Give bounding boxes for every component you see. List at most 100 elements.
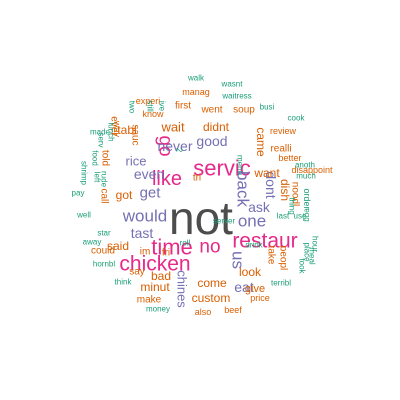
word-roll: roll (180, 239, 191, 248)
word-price: price (250, 293, 270, 303)
word-tabl: tabl (117, 123, 136, 137)
word-want: want (253, 166, 280, 180)
word-told: told (100, 150, 111, 166)
word-manag: manag (182, 87, 210, 97)
word-went: went (200, 105, 222, 116)
word-dont: dont (263, 171, 279, 198)
word-lunch: lunch (107, 122, 116, 141)
word-terribl: terribl (271, 279, 291, 288)
word-came: came (254, 127, 268, 157)
word-thing: thing (288, 197, 297, 214)
word-cook: cook (288, 114, 306, 123)
word-rude: rude (100, 171, 109, 188)
word-much: much (296, 172, 316, 181)
word-chines: chines (175, 270, 190, 308)
word-made: made (90, 128, 111, 137)
word-one: one (238, 212, 266, 231)
word-minut: minut (140, 280, 170, 294)
word-2: 2 (175, 148, 184, 153)
word-think: think (115, 278, 133, 287)
word-still: still (146, 100, 155, 112)
word-like: like (152, 168, 182, 190)
word-ive: ive (158, 101, 167, 112)
word-way: way (112, 120, 122, 138)
word-could: could (91, 246, 115, 257)
word-would: would (122, 207, 167, 226)
word-waitress: waitress (221, 92, 251, 101)
word-disappoint: disappoint (291, 165, 333, 175)
word-soup: soup (233, 105, 255, 116)
word-come: come (197, 276, 227, 290)
word-beef: beef (224, 305, 242, 315)
word-custom: custom (192, 291, 231, 305)
word-busi: busi (260, 103, 275, 112)
word-take: take (266, 246, 277, 265)
word-said: said (107, 239, 129, 253)
word-not: not (169, 192, 233, 244)
word-menu: menu (236, 155, 245, 175)
word-ask: ask (248, 199, 271, 215)
word-go: go (155, 135, 176, 156)
word-hornbl: hornbl (93, 260, 115, 269)
word-money: money (146, 305, 170, 314)
word-meal: meal (308, 247, 317, 265)
word-eat: eat (234, 279, 254, 295)
word-noodl: noodl (290, 182, 301, 206)
word-sauc: sauc (130, 124, 141, 145)
word-never: never (157, 138, 192, 154)
word-got: got (116, 188, 133, 202)
word-good: good (196, 133, 227, 149)
word-look: look (239, 265, 262, 279)
word-review: review (270, 126, 297, 136)
word-experi: experi (136, 96, 161, 106)
word-didnt: didnt (203, 120, 230, 134)
word-know: know (142, 109, 164, 119)
word-first: first (175, 101, 191, 112)
word-server: server (213, 217, 236, 226)
word-no: no (199, 237, 220, 258)
word-fri: fri (162, 248, 170, 259)
word-pay: pay (72, 189, 85, 198)
word-place: place (303, 242, 312, 262)
word-took: took (298, 258, 307, 274)
word-ever: ever (109, 116, 120, 136)
word-back: back (234, 171, 253, 207)
word-last: last (277, 212, 290, 221)
word-bad: bad (151, 269, 171, 283)
word-better: better (278, 153, 301, 163)
word-us: us (229, 251, 248, 269)
word-left: left (93, 172, 102, 183)
word-wait: wait (160, 120, 185, 135)
word-give: give (245, 283, 265, 295)
word-im: im (140, 247, 151, 258)
word-egg: egg (303, 208, 312, 221)
word-make: make (137, 295, 162, 306)
word-call: call (99, 188, 110, 203)
word-servic: servic (193, 156, 250, 181)
word-away: away (83, 238, 102, 247)
word-hour: hour (311, 236, 320, 252)
word-rice: rice (126, 154, 147, 169)
word-chicken: chicken (119, 253, 190, 276)
word-order: order (302, 188, 312, 209)
word-use: use (294, 212, 307, 221)
word-also: also (195, 307, 212, 317)
word-wasnt: wasnt (221, 80, 244, 89)
word-shrimp: shrimp (80, 161, 89, 186)
word-even: even (134, 166, 164, 182)
word-tast: tast (131, 225, 154, 241)
word-restaur: restaur (232, 230, 297, 253)
word-time: time (151, 235, 193, 260)
word-well: well (76, 211, 91, 220)
word-anoth: anoth (295, 161, 315, 170)
word-say: say (129, 267, 145, 278)
word-peopl: peopl (278, 246, 289, 270)
word-serv: serv (97, 132, 106, 147)
word-two: two (128, 101, 137, 114)
word-drink: drink (245, 241, 263, 250)
word-realli: realli (270, 144, 291, 155)
word-food: food (91, 150, 100, 166)
word-get: get (140, 185, 162, 202)
